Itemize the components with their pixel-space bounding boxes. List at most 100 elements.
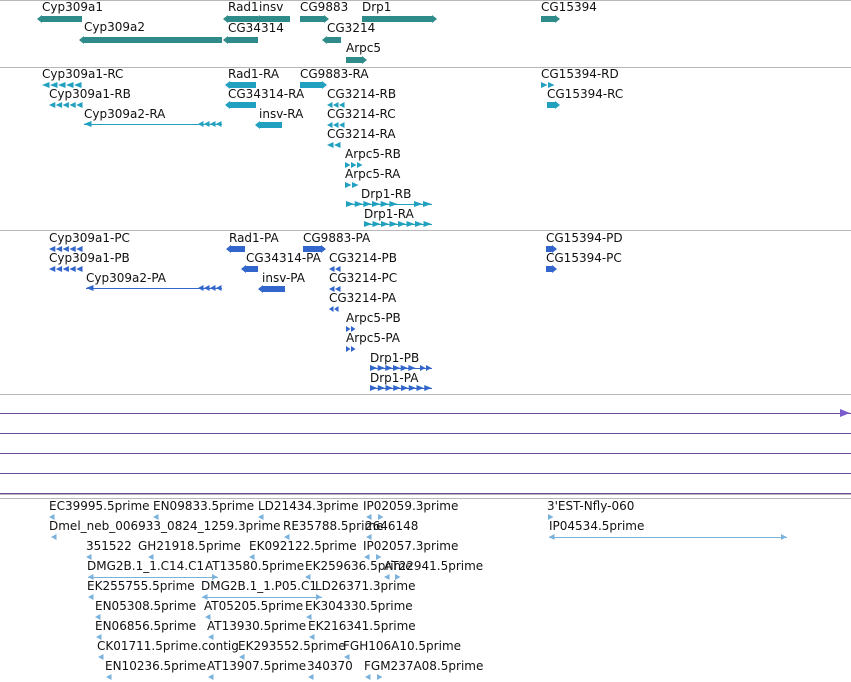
protein-label[interactable]: CG3214-PB (329, 251, 398, 265)
protein-feature[interactable] (546, 245, 557, 253)
est-label[interactable]: IP02059.3prime (363, 499, 459, 513)
gene-feature[interactable] (255, 15, 290, 23)
est-label[interactable]: EK293552.5prime (238, 639, 346, 653)
transcript-label[interactable]: CG3214-RB (327, 87, 397, 101)
est-label[interactable]: IP02057.3prime (363, 539, 459, 553)
protein-label[interactable]: Arpc5-PA (346, 331, 400, 345)
est-feature[interactable] (366, 534, 372, 540)
est-feature[interactable] (208, 674, 214, 680)
transcript-feature[interactable] (364, 221, 432, 227)
transcript-label[interactable]: CG34314-RA (228, 87, 305, 101)
est-label[interactable]: CK01711.5prime.contig (97, 639, 239, 653)
transcript-label[interactable]: insv-RA (259, 107, 304, 121)
est-label[interactable]: EK259636.5prime (305, 559, 413, 573)
gene-label[interactable]: insv (259, 0, 284, 14)
protein-label[interactable]: Drp1-PB (370, 351, 420, 365)
gene-label[interactable]: Cyp309a2 (84, 20, 145, 34)
transcript-feature[interactable] (225, 101, 256, 109)
est-label[interactable]: DMG2B.1_1.P05.C1 (201, 579, 317, 593)
est-feature[interactable] (153, 514, 159, 520)
protein-feature[interactable] (420, 365, 432, 371)
est-feature[interactable] (316, 594, 322, 600)
est-label[interactable]: AT13580.5prime (205, 559, 305, 573)
gene-label[interactable]: CG15394 (541, 0, 597, 14)
est-label[interactable]: 3'EST-Nfly-060 (547, 499, 635, 513)
protein-label[interactable]: Cyp309a1-PC (49, 231, 130, 245)
transcript-feature[interactable] (225, 81, 256, 89)
gene-feature[interactable] (79, 36, 222, 44)
protein-label[interactable]: Cyp309a1-PB (49, 251, 130, 265)
est-feature[interactable] (364, 554, 370, 560)
est-feature[interactable] (344, 654, 350, 660)
est-label[interactable]: LD21434.3prime (258, 499, 359, 513)
transcript-feature[interactable] (255, 121, 282, 129)
est-label[interactable]: EK255755.5prime (87, 579, 195, 593)
est-feature[interactable] (205, 614, 211, 620)
est-feature[interactable] (239, 654, 245, 660)
est-label[interactable]: EK092122.5prime (249, 539, 357, 553)
est-label[interactable]: Dmel_neb_006933_0824_1259.3prime (49, 519, 281, 533)
protein-feature[interactable] (546, 265, 557, 273)
est-feature[interactable] (208, 634, 214, 640)
transcript-label[interactable]: CG3214-RA (327, 127, 396, 141)
transcript-feature[interactable] (327, 102, 345, 108)
est-feature[interactable] (202, 594, 208, 600)
protein-label[interactable]: Arpc5-PB (346, 311, 401, 325)
est-label[interactable]: FGH106A10.5prime (343, 639, 462, 653)
est-feature[interactable] (309, 634, 315, 640)
protein-feature[interactable] (49, 266, 83, 272)
est-feature[interactable] (212, 574, 218, 580)
est-label[interactable]: 340370 (307, 659, 353, 673)
est-label[interactable]: EK304330.5prime (305, 599, 413, 613)
protein-feature[interactable] (346, 326, 356, 332)
gene-feature[interactable] (300, 15, 329, 23)
protein-label[interactable]: CG3214-PC (329, 271, 398, 285)
est-label[interactable]: GH21918.5prime (138, 539, 241, 553)
est-label[interactable]: EK216341.5prime (308, 619, 416, 633)
transcript-feature[interactable] (547, 101, 560, 109)
est-label[interactable]: 2646148 (365, 519, 419, 533)
est-feature[interactable] (49, 514, 55, 520)
transcript-label[interactable]: Arpc5-RB (345, 147, 401, 161)
est-feature[interactable] (88, 594, 94, 600)
protein-feature[interactable] (329, 286, 341, 292)
gene-feature[interactable] (223, 15, 258, 23)
est-label[interactable]: AT13907.5prime (207, 659, 307, 673)
transcript-label[interactable]: CG15394-RD (541, 67, 619, 81)
protein-label[interactable]: Rad1-PA (229, 231, 279, 245)
est-feature[interactable] (377, 674, 383, 680)
transcript-label[interactable]: Drp1-RB (361, 187, 412, 201)
protein-feature[interactable] (258, 285, 285, 293)
est-label[interactable]: 351522 (86, 539, 132, 553)
est-feature[interactable] (51, 534, 57, 540)
transcript-label[interactable]: CG9883-RA (300, 67, 369, 81)
gene-feature[interactable] (362, 15, 437, 23)
est-feature[interactable] (98, 654, 104, 660)
est-feature[interactable] (95, 614, 101, 620)
est-feature[interactable] (548, 514, 554, 520)
transcript-feature[interactable] (345, 162, 363, 168)
gene-label[interactable]: CG9883 (300, 0, 349, 14)
est-feature[interactable] (258, 514, 264, 520)
est-label[interactable]: DMG2B.1_1.C14.C1 (87, 559, 205, 573)
est-feature[interactable] (781, 534, 787, 540)
est-label[interactable]: IP04534.5prime (549, 519, 645, 533)
est-feature[interactable] (88, 574, 94, 580)
est-feature[interactable] (306, 614, 312, 620)
est-label[interactable]: EN09833.5prime (153, 499, 255, 513)
gene-feature[interactable] (37, 15, 82, 23)
est-feature[interactable] (284, 534, 290, 540)
est-feature[interactable] (249, 554, 255, 560)
est-feature[interactable] (148, 554, 154, 560)
protein-feature[interactable] (370, 385, 432, 391)
gene-label[interactable]: Drp1 (362, 0, 392, 14)
gene-label[interactable]: CG3214 (327, 21, 376, 35)
gene-label[interactable]: CG34314 (228, 21, 284, 35)
gene-label[interactable]: Rad1 (228, 0, 259, 14)
transcript-label[interactable]: CG15394-RC (547, 87, 624, 101)
transcript-feature[interactable] (346, 201, 398, 207)
protein-label[interactable]: CG9883-PA (303, 231, 371, 245)
est-label[interactable]: EN06856.5prime (95, 619, 197, 633)
transcript-feature[interactable] (327, 142, 341, 148)
protein-label[interactable]: CG15394-PD (546, 231, 623, 245)
